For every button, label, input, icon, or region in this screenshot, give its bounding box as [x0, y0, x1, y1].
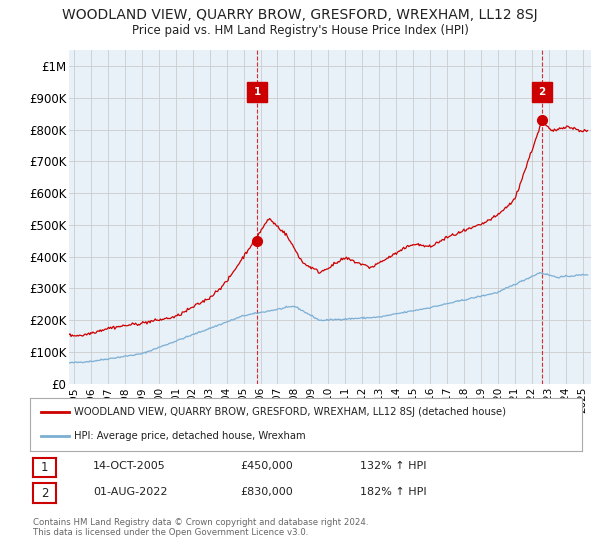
Text: WOODLAND VIEW, QUARRY BROW, GRESFORD, WREXHAM, LL12 8SJ: WOODLAND VIEW, QUARRY BROW, GRESFORD, WR…: [62, 8, 538, 22]
Text: 01-AUG-2022: 01-AUG-2022: [93, 487, 167, 497]
Text: £450,000: £450,000: [240, 461, 293, 471]
Text: 2: 2: [538, 87, 545, 97]
Text: £830,000: £830,000: [240, 487, 293, 497]
Text: WOODLAND VIEW, QUARRY BROW, GRESFORD, WREXHAM, LL12 8SJ (detached house): WOODLAND VIEW, QUARRY BROW, GRESFORD, WR…: [74, 408, 506, 418]
Text: 14-OCT-2005: 14-OCT-2005: [93, 461, 166, 471]
Text: 2: 2: [41, 487, 48, 500]
Text: 1: 1: [41, 461, 48, 474]
Text: 132% ↑ HPI: 132% ↑ HPI: [360, 461, 427, 471]
Text: HPI: Average price, detached house, Wrexham: HPI: Average price, detached house, Wrex…: [74, 431, 306, 441]
Text: 182% ↑ HPI: 182% ↑ HPI: [360, 487, 427, 497]
Text: 1: 1: [253, 87, 260, 97]
Text: Contains HM Land Registry data © Crown copyright and database right 2024.
This d: Contains HM Land Registry data © Crown c…: [33, 518, 368, 538]
Text: Price paid vs. HM Land Registry's House Price Index (HPI): Price paid vs. HM Land Registry's House …: [131, 24, 469, 36]
